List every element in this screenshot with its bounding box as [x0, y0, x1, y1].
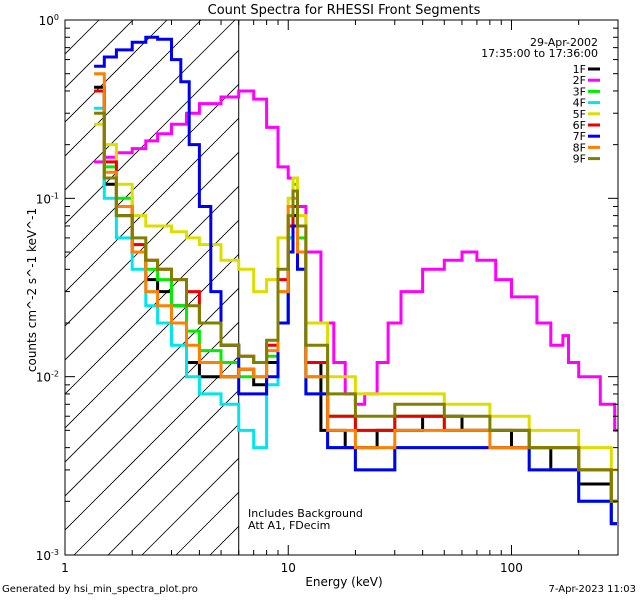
- background-annotation: Includes Background: [248, 507, 363, 520]
- hatch-line: [65, 321, 239, 497]
- y-tick-label-1e-1: 10-1: [36, 191, 59, 206]
- series-group: [94, 35, 618, 526]
- hatch-line: [65, 20, 236, 191]
- series-9F: [94, 111, 617, 503]
- hatch-line: [65, 151, 239, 327]
- x-axis-label: Energy (keV): [305, 575, 382, 589]
- legend-label-3F: 3F: [573, 85, 586, 98]
- hatch-line: [65, 117, 239, 293]
- x-tick-label-10: 10: [281, 561, 296, 575]
- y-tick-label-1e-3: 10-3: [36, 548, 59, 563]
- hatch-line: [65, 185, 239, 361]
- plot-frame: [64, 19, 619, 556]
- hatch-line: [65, 355, 239, 531]
- legend-label-4F: 4F: [573, 97, 586, 110]
- legend-label-1F: 1F: [573, 63, 586, 76]
- legend-label-7F: 7F: [573, 130, 586, 143]
- legend-label-8F: 8F: [573, 141, 586, 154]
- chart-title: Count Spectra for RHESSI Front Segments: [208, 3, 481, 18]
- x-tick-label-100: 100: [500, 561, 523, 575]
- x-tick-label-1: 1: [61, 561, 69, 575]
- hatch-line: [141, 457, 239, 555]
- hatch-line: [107, 423, 239, 555]
- hatch-line: [73, 389, 239, 555]
- y-axis-label: counts cm^-2 s^-1 keV^-1: [25, 208, 39, 372]
- series-5F: [94, 122, 617, 472]
- date-label: 29-Apr-2002: [530, 36, 598, 49]
- series-8F: [94, 72, 617, 503]
- hatch-line: [65, 83, 239, 259]
- series-7F: [94, 35, 617, 526]
- hatch-line: [65, 20, 168, 123]
- y-tick-label-1e-2: 10-2: [36, 370, 59, 385]
- legend-label-2F: 2F: [573, 74, 586, 87]
- generated-by-footer: Generated by hsi_min_spectra_plot.pro: [2, 584, 198, 595]
- legend-label-6F: 6F: [573, 119, 586, 132]
- hatch-line: [65, 253, 239, 429]
- legend-label-9F: 9F: [573, 153, 586, 166]
- hatch-line: [65, 20, 202, 157]
- hatch-line: [65, 49, 239, 225]
- axis-ticks: [64, 19, 619, 556]
- legend-label-5F: 5F: [573, 108, 586, 121]
- timestamp-footer: 7-Apr-2023 11:03: [548, 584, 636, 595]
- attenuator-annotation: Att A1, FDecim: [248, 519, 330, 532]
- y-tick-label-1e0: 100: [39, 13, 59, 28]
- time-range-label: 17:35:00 to 17:36:00: [481, 47, 598, 60]
